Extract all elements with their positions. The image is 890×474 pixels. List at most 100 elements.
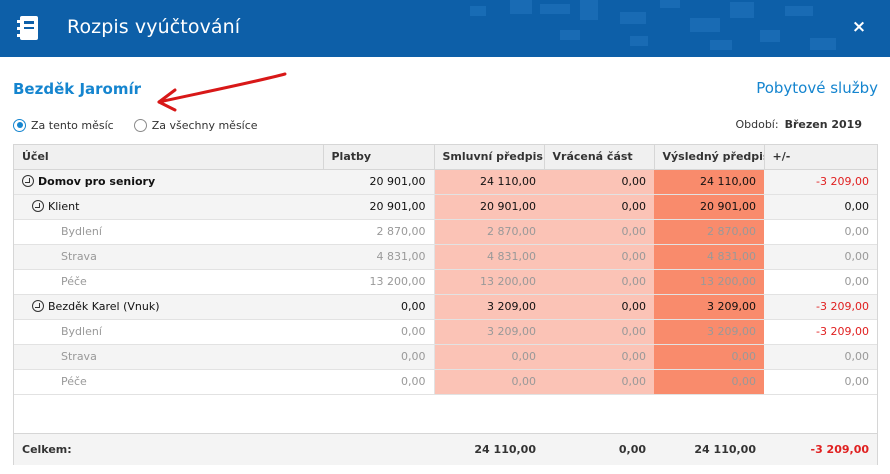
- window-title: Rozpis vyúčtování: [67, 16, 241, 38]
- cell-platby: 0,00: [323, 319, 435, 345]
- cell-vysledny: 24 110,00: [654, 169, 764, 195]
- expand-icon[interactable]: [32, 300, 44, 312]
- month-filter: Za tento měsíc Za všechny měsíce: [13, 117, 278, 133]
- cell-diff: 0,00: [764, 194, 877, 220]
- cell-platby: 13 200,00: [323, 269, 435, 295]
- row-name: Strava: [14, 344, 323, 370]
- cell-diff: -3 209,00: [764, 169, 877, 195]
- total-vracena: 0,00: [618, 443, 646, 456]
- document-icon: [17, 16, 38, 40]
- cell-smluvni: 0,00: [434, 369, 544, 395]
- client-name: Bezděk Jaromír: [13, 80, 142, 98]
- row-name: Klient: [14, 194, 323, 220]
- cell-diff: 0,00: [764, 369, 877, 395]
- cell-smluvni: 0,00: [434, 344, 544, 370]
- cell-platby: 20 901,00: [323, 194, 435, 220]
- cell-vracena: 0,00: [544, 194, 654, 220]
- table-row[interactable]: Péče 0,00 0,00 0,00 0,00 0,00: [14, 369, 877, 395]
- total-diff: -3 209,00: [810, 443, 870, 456]
- period-label: Období:: [735, 118, 779, 131]
- row-name: Bydlení: [14, 319, 323, 345]
- row-name: Péče: [14, 369, 323, 395]
- cell-vysledny: 4 831,00: [654, 244, 764, 270]
- row-name-text: Domov pro seniory: [38, 175, 156, 188]
- cell-vysledny: 3 209,00: [654, 294, 764, 320]
- period: Období: Březen 2019: [735, 118, 862, 131]
- radio-all-months-label: Za všechny měsíce: [151, 118, 258, 132]
- cell-platby: 0,00: [323, 369, 435, 395]
- cell-platby: 2 870,00: [323, 219, 435, 245]
- column-header-vracena[interactable]: Vrácená část: [544, 145, 655, 170]
- cell-diff: -3 209,00: [764, 294, 877, 320]
- total-row: Celkem: 24 110,00 0,00 24 110,00 -3 209,…: [14, 433, 877, 465]
- column-header-smluvni[interactable]: Smluvní předpis: [434, 145, 545, 170]
- cell-vysledny: 20 901,00: [654, 194, 764, 220]
- cell-diff: 0,00: [764, 244, 877, 270]
- column-header-platby[interactable]: Platby: [323, 145, 435, 170]
- cell-platby: 4 831,00: [323, 244, 435, 270]
- expand-icon[interactable]: [32, 200, 44, 212]
- cell-smluvni: 3 209,00: [434, 294, 544, 320]
- close-icon[interactable]: ×: [851, 17, 867, 37]
- cell-vysledny: 0,00: [654, 344, 764, 370]
- cell-vysledny: 3 209,00: [654, 319, 764, 345]
- row-name: Strava: [14, 244, 323, 270]
- cell-diff: 0,00: [764, 219, 877, 245]
- cell-smluvni: 2 870,00: [434, 219, 544, 245]
- row-name: Bezděk Karel (Vnuk): [14, 294, 323, 320]
- cell-diff: 0,00: [764, 269, 877, 295]
- arrow-annotation: [157, 72, 287, 112]
- table-row[interactable]: Strava 4 831,00 4 831,00 0,00 4 831,00 0…: [14, 244, 877, 270]
- cell-vysledny: 2 870,00: [654, 219, 764, 245]
- row-name: Domov pro seniory: [14, 169, 323, 195]
- cell-smluvni: 13 200,00: [434, 269, 544, 295]
- table-row[interactable]: Klient 20 901,00 20 901,00 0,00 20 901,0…: [14, 194, 877, 220]
- service-link[interactable]: Pobytové služby: [756, 79, 878, 97]
- radio-all-months-control[interactable]: [133, 118, 147, 132]
- cell-smluvni: 4 831,00: [434, 244, 544, 270]
- row-name: Péče: [14, 269, 323, 295]
- cell-smluvni: 24 110,00: [434, 169, 544, 195]
- cell-diff: -3 209,00: [764, 319, 877, 345]
- expand-icon[interactable]: [22, 175, 34, 187]
- cell-vysledny: 0,00: [654, 369, 764, 395]
- table-row[interactable]: Bezděk Karel (Vnuk) 0,00 3 209,00 0,00 3…: [14, 294, 877, 320]
- radio-this-month-control[interactable]: [13, 118, 26, 132]
- table-header: Účel Platby Smluvní předpis Vrácená část…: [14, 145, 877, 170]
- cell-vracena: 0,00: [544, 169, 654, 195]
- cell-vracena: 0,00: [544, 294, 654, 320]
- cell-smluvni: 20 901,00: [434, 194, 544, 220]
- billing-table: Účel Platby Smluvní předpis Vrácená část…: [13, 144, 878, 465]
- row-name-text: Klient: [48, 200, 80, 213]
- table-row[interactable]: Domov pro seniory 20 901,00 24 110,00 0,…: [14, 169, 877, 195]
- column-header-vysledny[interactable]: Výsledný předpis: [654, 145, 765, 170]
- column-header-ucel[interactable]: Účel: [14, 145, 324, 170]
- cell-platby: 0,00: [323, 344, 435, 370]
- table-row[interactable]: Péče 13 200,00 13 200,00 0,00 13 200,00 …: [14, 269, 877, 295]
- cell-vracena: 0,00: [544, 219, 654, 245]
- cell-vysledny: 13 200,00: [654, 269, 764, 295]
- cell-smluvni: 3 209,00: [434, 319, 544, 345]
- header-pattern: [470, 0, 836, 50]
- column-header-diff[interactable]: +/-: [764, 145, 877, 170]
- cell-vracena: 0,00: [544, 244, 654, 270]
- total-label: Celkem:: [22, 443, 72, 456]
- radio-all-months[interactable]: Za všechny měsíce: [133, 118, 258, 132]
- title-bar: Rozpis vyúčtování ×: [0, 0, 890, 57]
- total-vysledny: 24 110,00: [694, 443, 756, 456]
- cell-diff: 0,00: [764, 344, 877, 370]
- radio-this-month-label: Za tento měsíc: [31, 118, 114, 132]
- cell-vracena: 0,00: [544, 369, 654, 395]
- cell-platby: 20 901,00: [323, 169, 435, 195]
- period-value: Březen 2019: [784, 118, 862, 131]
- row-name-text: Bezděk Karel (Vnuk): [48, 300, 160, 313]
- cell-platby: 0,00: [323, 294, 435, 320]
- row-name: Bydlení: [14, 219, 323, 245]
- table-row[interactable]: Bydlení 0,00 3 209,00 0,00 3 209,00 -3 2…: [14, 319, 877, 345]
- radio-this-month[interactable]: Za tento měsíc: [13, 118, 114, 132]
- table-row[interactable]: Strava 0,00 0,00 0,00 0,00 0,00: [14, 344, 877, 370]
- cell-vracena: 0,00: [544, 319, 654, 345]
- cell-vracena: 0,00: [544, 344, 654, 370]
- cell-vracena: 0,00: [544, 269, 654, 295]
- table-row[interactable]: Bydlení 2 870,00 2 870,00 0,00 2 870,00 …: [14, 219, 877, 245]
